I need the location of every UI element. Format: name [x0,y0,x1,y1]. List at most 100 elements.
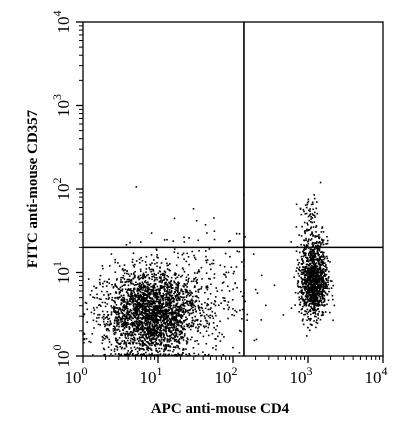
data-point [138,278,140,281]
data-point [120,299,123,302]
data-point [164,297,166,299]
data-point [89,294,92,296]
data-point [155,295,158,298]
data-point [143,332,145,334]
data-point [164,312,167,314]
data-point [302,305,304,308]
data-point [175,283,177,285]
data-point [157,257,159,259]
data-point [145,264,148,266]
data-point [170,324,173,326]
data-point [130,316,133,318]
data-point [123,284,125,286]
data-point [313,250,315,252]
data-point [148,276,150,279]
data-point [306,335,308,337]
data-point [118,353,120,355]
data-point [152,331,155,334]
data-point [184,311,187,314]
data-point [114,328,116,331]
data-point [137,325,139,327]
data-point [144,339,146,342]
data-point [180,337,183,340]
data-point [101,342,104,345]
data-point [244,300,246,303]
data-point [297,286,300,288]
data-point [196,281,198,284]
data-point [147,328,149,330]
data-point [161,298,164,301]
data-point [319,299,322,302]
data-point [135,303,138,306]
data-point [322,286,324,288]
data-point [138,336,141,338]
data-point [108,323,111,326]
data-point [144,323,147,325]
data-point [177,282,180,285]
data-point [137,318,139,320]
data-point [162,328,165,331]
data-point [167,299,169,301]
data-point [157,319,160,322]
data-point [142,276,144,278]
data-point [152,275,155,278]
data-point [126,272,128,275]
data-point [142,328,144,331]
data-point [136,313,138,316]
data-point [313,292,316,294]
data-point [219,340,222,342]
data-point [315,321,318,324]
data-point [303,254,306,257]
data-point [169,304,171,306]
data-point [186,318,188,320]
data-point [209,263,211,266]
data-point [166,274,168,277]
data-point [110,311,113,313]
data-point [225,271,227,274]
data-point [175,313,178,316]
data-point [312,208,314,211]
data-point [156,285,159,288]
data-point [99,304,101,306]
data-point [157,296,160,298]
data-point [127,319,129,321]
data-point [304,285,307,288]
data-point [305,310,308,313]
data-point [184,302,187,304]
data-point [314,263,317,266]
data-point [310,266,312,268]
y-tick-label: 100 [50,345,73,368]
data-point [298,296,300,299]
data-point [303,249,305,252]
data-point [184,298,186,301]
data-point [135,325,137,328]
data-point [172,297,174,299]
data-point [139,334,142,336]
data-point [203,325,205,327]
data-point [107,323,109,326]
data-point [297,272,300,275]
data-point [126,317,129,319]
data-point [114,329,116,332]
data-point [149,292,152,295]
data-point [154,289,156,292]
data-point [183,327,185,330]
data-point [116,349,119,351]
data-point [119,308,122,311]
data-point [131,325,134,328]
data-point [174,310,176,312]
data-point [315,270,317,272]
data-point [144,320,146,323]
data-point [137,289,140,292]
data-point [180,290,182,292]
data-point [253,339,256,342]
data-point [310,268,312,271]
data-point [190,312,193,315]
data-point [314,280,317,282]
data-point [301,283,304,286]
data-point [296,283,299,285]
data-point [312,277,315,280]
data-point [188,277,190,280]
data-point [127,337,130,340]
data-point [134,274,136,277]
